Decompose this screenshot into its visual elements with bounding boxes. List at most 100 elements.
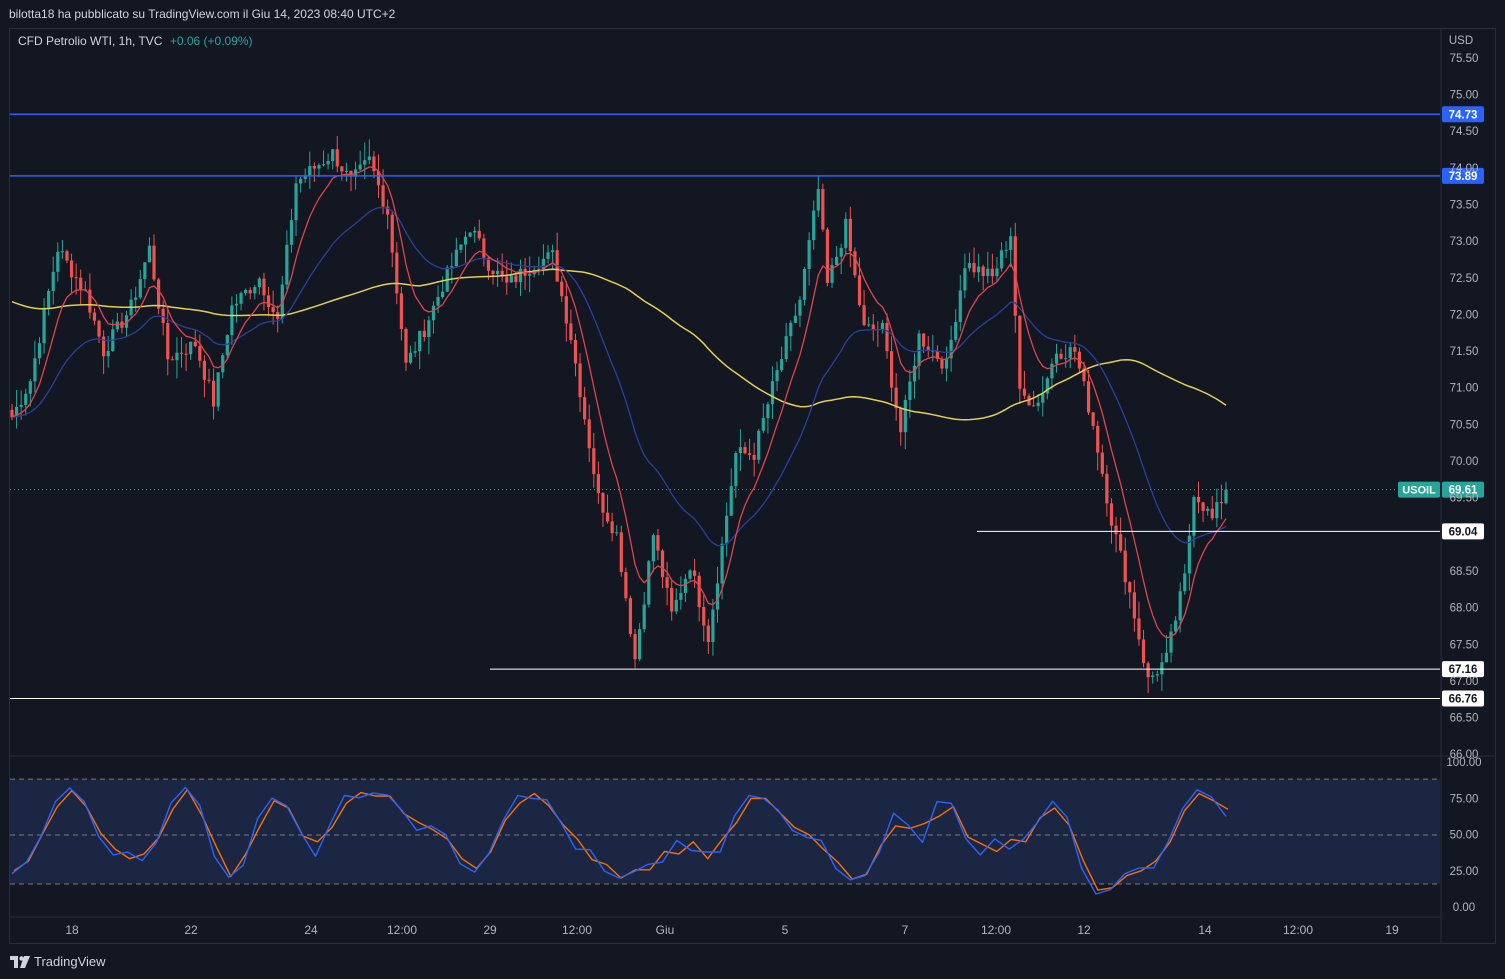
candle-body — [931, 350, 935, 352]
candle-body — [780, 359, 784, 371]
candle-body — [271, 307, 275, 313]
candle-body — [871, 324, 875, 330]
candle-body — [835, 256, 839, 266]
candle-body — [166, 323, 170, 360]
candle-body — [537, 268, 541, 270]
candle-body — [944, 358, 949, 369]
candle-body — [647, 561, 651, 605]
tradingview-brand[interactable]: TradingView — [10, 954, 106, 969]
candle-body — [954, 321, 958, 340]
candle-body — [1068, 347, 1072, 359]
candle-body — [198, 346, 202, 361]
candle-body — [624, 572, 628, 599]
candle-body — [376, 171, 381, 186]
candle-body — [193, 341, 197, 347]
candle-body — [1114, 525, 1118, 535]
candle-body — [1082, 368, 1086, 382]
candle-body — [74, 277, 78, 279]
candle-body — [642, 604, 646, 630]
price-tick-label: 72.00 — [1450, 309, 1479, 321]
candle-body — [917, 333, 921, 366]
time-tick-label: 12:00 — [562, 923, 592, 937]
candle-body — [19, 404, 23, 407]
chart-frame[interactable] — [9, 28, 1496, 944]
candle-body — [995, 268, 999, 277]
candle-body — [1178, 591, 1182, 621]
candle-body — [1224, 489, 1228, 504]
price-tick-label: 72.50 — [1450, 273, 1479, 285]
candle-body — [550, 250, 555, 253]
candle-body — [1183, 573, 1187, 592]
candle-body — [592, 448, 596, 475]
candle-body — [1151, 675, 1155, 678]
candle-body — [413, 351, 417, 353]
candle-body — [1009, 236, 1013, 250]
candle-body — [908, 381, 912, 400]
candle-body — [807, 240, 811, 269]
candle-body — [207, 379, 211, 381]
candle-body — [1219, 502, 1224, 504]
candle-body — [321, 164, 326, 166]
candle-body — [1160, 662, 1164, 675]
price-level-tag — [1442, 106, 1484, 123]
candle-body — [358, 164, 362, 170]
stochastic-tick-label: 100.00 — [1446, 757, 1481, 769]
candle-body — [335, 149, 339, 167]
time-tick-label: 18 — [65, 923, 79, 937]
candle-body — [848, 218, 852, 252]
price-tick-label: 73.50 — [1450, 199, 1479, 211]
candle-body — [812, 210, 816, 241]
price-tick-label: 70.00 — [1450, 456, 1479, 468]
candle-body — [143, 262, 147, 280]
time-tick-label: 22 — [184, 923, 198, 937]
candle-body — [880, 322, 885, 330]
time-tick-label: Giu — [656, 923, 675, 937]
candle-body — [977, 266, 981, 273]
candle-body — [514, 275, 518, 283]
candle-body — [147, 245, 152, 263]
candle-body — [170, 359, 174, 361]
candle-body — [935, 350, 939, 359]
candle-body — [853, 251, 857, 276]
candle-body — [628, 598, 633, 635]
time-tick-label: 12:00 — [1283, 923, 1313, 937]
symbol-label: CFD Petrolio WTI, 1h, TVC — [18, 34, 163, 48]
candle-body — [431, 305, 436, 321]
tradingview-logo-icon — [10, 955, 30, 968]
candle-body — [33, 358, 37, 382]
stochastic-tick-label: 75.00 — [1450, 793, 1479, 805]
candle-body — [688, 570, 692, 579]
candle-body — [482, 238, 486, 258]
candle-body — [1132, 592, 1136, 619]
candle-body — [541, 258, 546, 269]
candle-body — [1054, 353, 1059, 364]
candle-body — [14, 406, 19, 418]
symbol-tag — [1398, 481, 1440, 498]
candle-body — [830, 265, 834, 283]
candle-body — [408, 352, 413, 363]
candle-body — [441, 291, 445, 298]
price-tick-label: 74.50 — [1450, 126, 1479, 138]
price-tick-label: 73.00 — [1450, 236, 1479, 248]
time-tick-label: 12:00 — [981, 923, 1011, 937]
candle-body — [770, 381, 775, 405]
candle-body — [395, 252, 399, 294]
candle-body — [124, 315, 129, 328]
candle-body — [1045, 378, 1049, 394]
time-tick-label: 24 — [304, 923, 318, 937]
candle-body — [221, 355, 225, 373]
price-tick-label: 74.00 — [1450, 163, 1479, 175]
candle-body — [798, 299, 802, 316]
candle-body — [331, 149, 335, 162]
candle-body — [660, 550, 665, 578]
candle-body — [999, 250, 1004, 269]
candle-body — [596, 474, 600, 493]
candle-body — [211, 380, 216, 407]
time-tick-label: 5 — [782, 923, 789, 937]
candle-body — [230, 305, 234, 336]
candle-body — [79, 277, 83, 290]
candle-body — [670, 587, 674, 612]
candle-body — [1128, 582, 1132, 593]
candle-body — [10, 409, 14, 418]
